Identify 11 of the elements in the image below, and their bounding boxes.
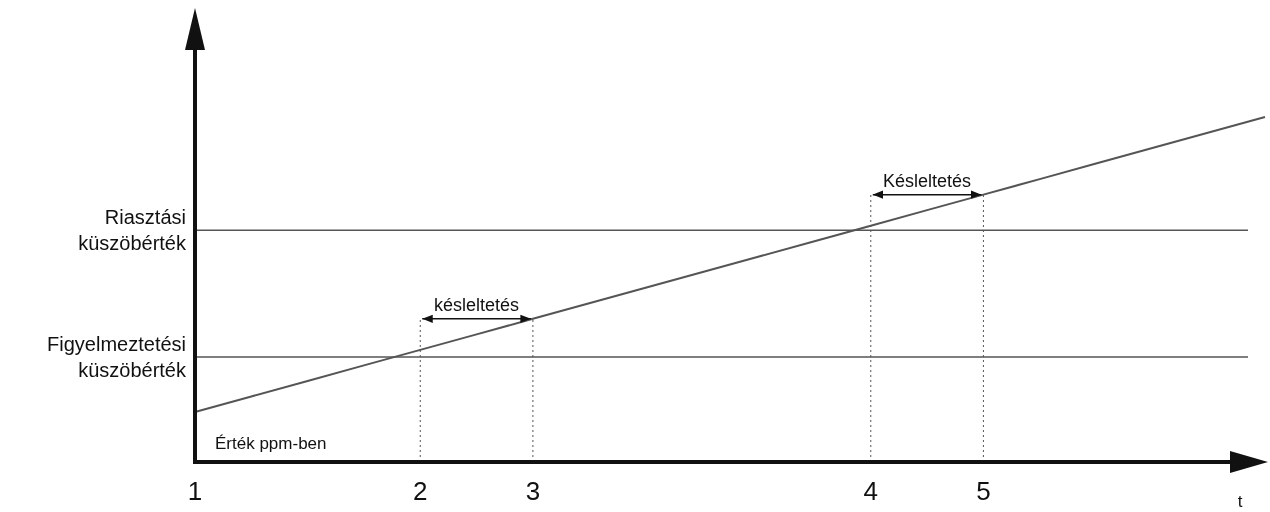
ref-line-label: Riasztási küszöbérték bbox=[78, 206, 187, 255]
annotation: késleltetés bbox=[434, 294, 520, 315]
ref-line-label: Figyelmeztetési küszöbérték bbox=[47, 333, 187, 382]
x-tick-label: 5 bbox=[976, 476, 991, 506]
annotation: Késleltetés bbox=[883, 170, 972, 191]
y-axis-title: Érték ppm-ben bbox=[215, 434, 327, 453]
x-tick-label: 2 bbox=[413, 476, 428, 506]
x-tick-label: 4 bbox=[863, 476, 879, 506]
x-tick-label: 3 bbox=[525, 476, 541, 506]
x-tick-label: 1 bbox=[187, 476, 203, 506]
x-axis-title: t bbox=[1237, 492, 1243, 511]
